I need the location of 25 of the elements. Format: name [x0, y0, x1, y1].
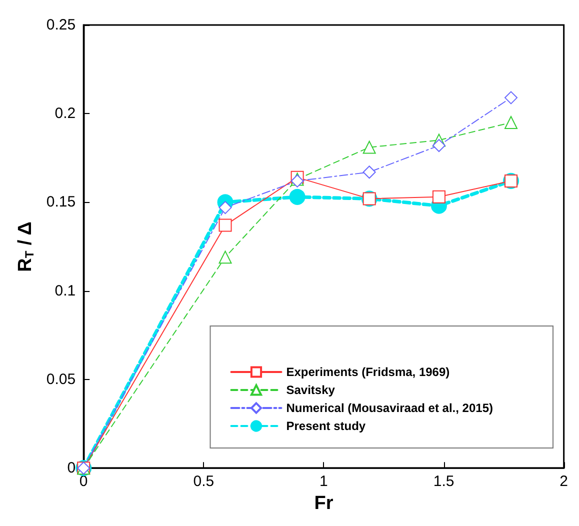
y-axis-title: RT / Δ: [15, 222, 36, 272]
point: [218, 250, 232, 264]
x-tick-label: 0.5: [193, 473, 214, 490]
point: [362, 140, 376, 154]
point: [504, 116, 518, 129]
y-tick-label: 0: [67, 460, 76, 477]
legend-label: Experiments (Fridsma, 1969): [286, 365, 450, 379]
legend-label: Numerical (Mousaviraad et al., 2015): [286, 401, 494, 415]
point: [432, 190, 446, 204]
y-tick-label: 0.25: [46, 16, 76, 34]
y-tick-label: 0.1: [54, 282, 76, 300]
x-tick-label: 1: [320, 473, 328, 490]
x-tick-label: 1.5: [433, 473, 454, 490]
point: [218, 201, 232, 214]
legend-label: Savitsky: [286, 383, 336, 397]
y-tick-label: 0.05: [46, 370, 76, 388]
y-tick-label: 0.2: [54, 105, 76, 122]
y-tick-label: 0.15: [46, 194, 76, 211]
x-axis-title: Fr: [314, 493, 334, 514]
point: [289, 188, 306, 205]
point: [432, 139, 446, 152]
x-tick-label: 2: [560, 473, 568, 490]
x-tick-label: 0: [79, 473, 88, 490]
legend-label: Present study: [286, 419, 366, 433]
point: [362, 166, 376, 179]
